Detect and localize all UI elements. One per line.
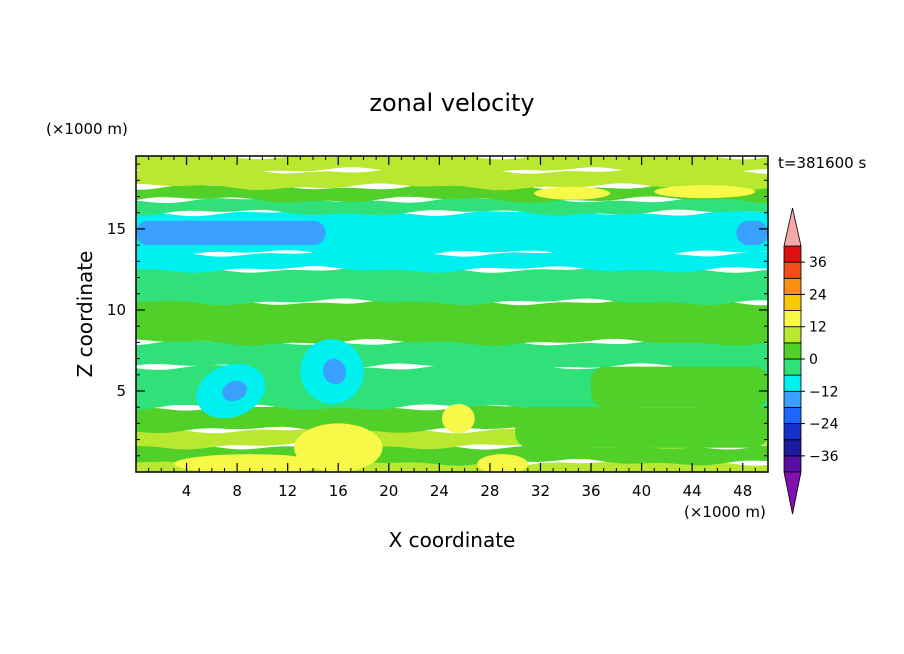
- field-band: [136, 339, 768, 371]
- colorbar-tick-label: 24: [809, 287, 827, 303]
- time-label: t=381600 s: [778, 154, 866, 172]
- x-tick-label: 16: [329, 482, 348, 500]
- x-tick-label: 4: [182, 482, 192, 500]
- x-tick-label: 44: [683, 482, 702, 500]
- x-axis-label: X coordinate: [389, 528, 516, 552]
- y-tick-label: 15: [107, 220, 126, 238]
- band-region: [591, 366, 768, 408]
- colorbar-over-triangle: [783, 207, 802, 247]
- colorbar: 36 24 12 0 −12 −24 −36: [783, 207, 839, 515]
- y-tick-label: 10: [107, 301, 126, 319]
- y-unit-label: (×1000 m): [46, 120, 128, 138]
- colorbar-box: [783, 277, 802, 295]
- pos-region: [534, 186, 610, 200]
- y-tick-label: 5: [116, 382, 126, 400]
- colorbar-box: [783, 390, 802, 408]
- y-axis-ticks: 5 10 15: [107, 163, 768, 457]
- field-band: [136, 266, 768, 306]
- field-band: [136, 298, 768, 346]
- colorbar-tick-label: −36: [809, 449, 839, 465]
- colorbar-box: [783, 358, 802, 376]
- colorbar-box: [783, 374, 802, 392]
- colorbar-box: [783, 326, 802, 344]
- field-band: [136, 156, 768, 175]
- x-tick-label: 8: [232, 482, 242, 500]
- field-band: [136, 167, 768, 191]
- colorbar-box: [783, 455, 802, 473]
- chart-title: zonal velocity: [369, 89, 534, 117]
- colorbar-box: [783, 342, 802, 360]
- colorbar-box: [783, 439, 802, 457]
- x-tick-label: 32: [531, 482, 550, 500]
- colorbar-tick-label: −12: [809, 384, 839, 400]
- x-tick-label: 12: [278, 482, 297, 500]
- colorbar-tick-label: −24: [809, 417, 839, 433]
- field-band: [136, 249, 768, 273]
- x-tick-label: 24: [430, 482, 449, 500]
- colorbar-box: [783, 294, 802, 311]
- y-axis-label: Z coordinate: [73, 251, 97, 378]
- colorbar-box: [783, 407, 802, 424]
- colorbar-box: [783, 423, 802, 441]
- colorbar-box: [783, 245, 802, 263]
- velocity-field: [136, 156, 768, 472]
- colorbar-tick-label: 0: [809, 352, 818, 368]
- colorbar-box: [783, 261, 802, 279]
- colorbar-box: [783, 310, 802, 328]
- jet-region: [736, 220, 768, 246]
- x-tick-label: 40: [632, 482, 651, 500]
- x-tick-label: 36: [581, 482, 600, 500]
- x-tick-label: 28: [480, 482, 499, 500]
- eddy-region: [222, 380, 247, 402]
- x-unit-label: (×1000 m): [684, 503, 766, 521]
- colorbar-tick-label: 12: [809, 320, 827, 336]
- colorbar-tick-label: 36: [809, 255, 827, 271]
- band-region: [515, 407, 768, 448]
- eddy-region: [322, 358, 347, 385]
- colorbar-under-triangle: [783, 471, 802, 515]
- field-band: [136, 183, 768, 204]
- jet-region: [136, 220, 326, 246]
- x-axis-ticks: 4 8 12 16 20 24 28 32 36 40 44 48: [148, 156, 756, 500]
- x-tick-label: 20: [379, 482, 398, 500]
- x-tick-label: 48: [733, 482, 752, 500]
- pos-region: [654, 185, 756, 199]
- pos-region: [441, 403, 475, 434]
